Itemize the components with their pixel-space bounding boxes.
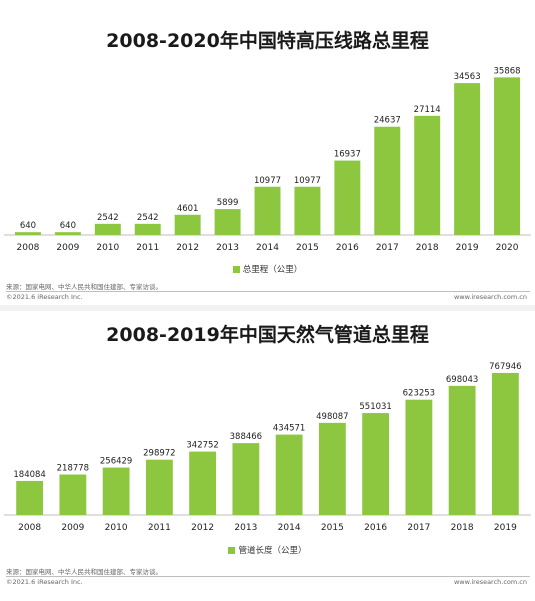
chart2-copyright: ©2021.6 iResearch Inc. [6,578,83,586]
chart1-bar [174,214,201,235]
chart1-bar [134,223,161,235]
chart2-tick-label: 2014 [278,523,301,533]
chart1-bar [294,186,321,235]
chart1-tick-label: 2015 [296,243,319,253]
section-divider [0,305,535,311]
chart1-data-label: 5899 [217,198,239,208]
chart2-data-label: 218778 [57,464,89,474]
chart1-tick-label: 2014 [256,243,279,253]
chart2-plot: 184084 2008 218778 2009 256429 2010 298972 2011… [4,362,531,533]
chart2-bar [491,372,519,515]
chart2-bar [448,385,476,515]
chart2-tick-label: 2017 [407,523,430,533]
chart1-tick-label: 2013 [216,243,239,253]
chart2-data-label: 256429 [100,457,132,467]
chart1-plot: 640 2008 640 2009 2542 2010 2542 2011 4601 2012 58… [4,66,531,253]
chart1-tick-label: 2012 [176,243,199,253]
chart2-data-label: 551031 [359,402,391,412]
chart1-tick-label: 2019 [456,243,479,253]
chart1-legend-swatch [232,265,240,273]
chart2-data-label: 434571 [273,424,305,434]
chart2-bar [232,443,260,515]
chart2-tick-label: 2016 [364,523,387,533]
chart2-bar [189,451,217,515]
chart2-tick-label: 2015 [321,523,344,533]
chart1-data-label: 27114 [414,105,441,115]
chart2-data-label: 184084 [13,470,45,480]
chart1-data-label: 35868 [494,66,521,76]
chart1-legend-label: 总里程（公里） [242,265,303,275]
chart2-bar [59,474,87,515]
chart1-bar [254,186,281,235]
chart1-data-label: 10977 [294,176,321,186]
chart1-data-label: 10977 [254,176,281,186]
chart1-tick-label: 2018 [416,243,439,253]
chart1-bar [54,232,81,235]
chart2-data-label: 767946 [489,362,521,372]
chart1-tick-label: 2010 [96,243,119,253]
chart2-tick-label: 2008 [18,523,41,533]
chart2-data-label: 623253 [403,389,435,399]
chart1-source: 来源：国家电网、中华人民共和国住建部、专家访谈。 [6,283,162,291]
chart2-tick-label: 2011 [148,523,171,533]
chart1-bar [454,83,481,235]
chart1-data-label: 34563 [454,72,481,82]
chart2-data-label: 498087 [316,412,348,422]
chart2-bar [318,422,346,515]
chart1-data-label: 2542 [97,213,119,223]
chart2-bar [16,480,44,515]
chart1-tick-label: 2009 [56,243,79,253]
chart2-footer-rule [6,576,530,577]
chart2-tick-label: 2018 [451,523,474,533]
chart2-legend-label: 管道长度（公里） [238,546,307,556]
chart2-legend: 管道长度（公里） [0,544,535,556]
chart2-tick-label: 2012 [191,523,214,533]
chart1-tick-label: 2020 [496,243,519,253]
chart1-bar [414,115,441,235]
chart1-tick-label: 2008 [17,243,40,253]
chart1-bar [14,232,41,235]
chart1-data-label: 4601 [177,204,199,214]
chart1-tick-label: 2017 [376,243,399,253]
chart2-bar [405,399,433,515]
chart2-data-label: 388466 [230,432,262,442]
chart2-data-label: 698043 [446,375,478,385]
chart2-tick-label: 2019 [494,523,517,533]
chart1-footer-rule [6,291,530,292]
chart2-bar [275,434,303,515]
chart1-bar [334,160,361,235]
chart2-bar [362,413,390,515]
chart1-bar [374,126,401,235]
chart2-bar [145,459,173,515]
chart1-data-label: 2542 [137,213,159,223]
chart1-tick-label: 2016 [336,243,359,253]
chart1-data-label: 640 [20,221,36,231]
chart1-title: 2008-2020年中国特高压线路总里程 [106,30,429,52]
chart1-legend: 总里程（公里） [0,263,535,275]
chart1-bar [214,209,241,235]
chart2-data-label: 298972 [143,449,175,459]
chart2-legend-swatch [228,546,236,554]
chart1-tick-label: 2011 [136,243,159,253]
chart1-data-label: 24637 [374,116,401,126]
chart1-copyright: ©2021.6 iResearch Inc. [6,293,83,301]
chart2-bar [102,467,130,515]
chart1-data-label: 640 [60,221,76,231]
chart1-data-label: 16937 [334,150,361,160]
chart1-url: www.iresearch.com.cn [453,293,527,301]
chart2-data-label: 342752 [186,441,218,451]
chart2-tick-label: 2009 [61,523,84,533]
chart1-bar [494,77,521,235]
chart1-bar [94,223,121,235]
chart2-url: www.iresearch.com.cn [453,578,527,586]
chart2-title: 2008-2019年中国天然气管道总里程 [106,324,429,346]
chart2-source: 来源：国家电网、中华人民共和国住建部、专家访谈。 [6,568,162,576]
chart2-tick-label: 2013 [234,523,257,533]
chart2-tick-label: 2010 [105,523,128,533]
